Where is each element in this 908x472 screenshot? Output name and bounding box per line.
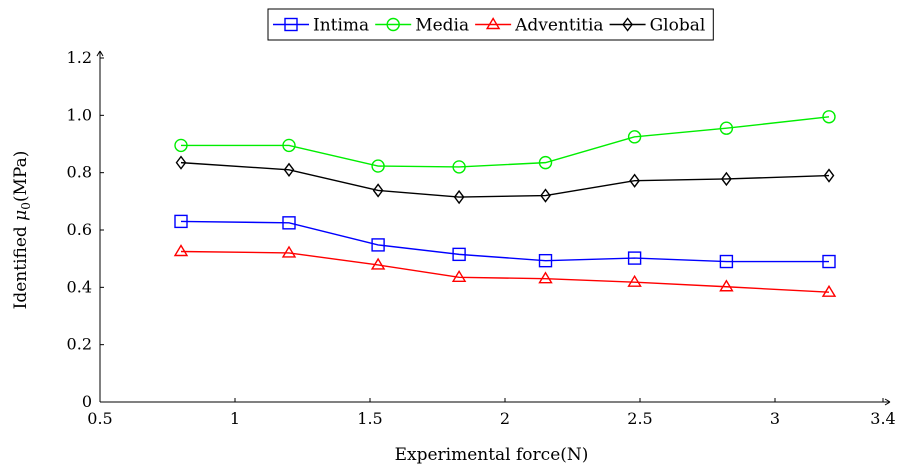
legend-marker-adventitia — [485, 17, 501, 30]
x-tick-label: 1.5 — [357, 409, 382, 428]
data-point-media — [371, 159, 385, 173]
series-line-intima — [180, 220, 829, 263]
data-point-media — [282, 138, 296, 153]
data-point-media — [627, 130, 642, 144]
series-intima — [174, 214, 836, 269]
legend-label-media: Media — [415, 16, 469, 36]
axes: 0.5 1 1.5 2 2.5 3 3.4 0 0.2 0.4 0.6 0.8 1.0 1.2 — [67, 48, 896, 428]
y-tick-label: 0.8 — [67, 163, 92, 182]
legend-marker-intima — [284, 17, 298, 32]
y-axis-label-prefix: Identified — [11, 221, 31, 310]
data-point-intima — [627, 251, 642, 265]
legend: Intima Media Adventitia Global — [267, 8, 714, 41]
y-tick-label: 0.6 — [67, 220, 92, 239]
legend-label-global: Global — [650, 16, 706, 36]
data-point-intima — [452, 247, 466, 262]
data-point-adventitia — [370, 257, 386, 270]
y-axis-label-suffix: (MPa) — [11, 151, 31, 202]
legend-label-intima: Intima — [313, 16, 369, 36]
data-point-global — [823, 168, 835, 183]
data-point-intima — [822, 254, 836, 269]
legend-marker-global — [622, 17, 633, 32]
data-point-adventitia — [627, 274, 642, 287]
series-layer — [173, 110, 837, 297]
data-point-global — [629, 173, 640, 188]
y-tick-label: 0 — [82, 392, 92, 411]
y-tick-label: 1.0 — [67, 105, 92, 124]
data-point-media — [719, 121, 734, 135]
legend-entry-media: Media — [375, 16, 469, 36]
series-line-adventitia — [180, 250, 830, 293]
y-axis-label-symbol: μ — [11, 210, 31, 221]
series-line-media — [181, 116, 830, 168]
data-point-intima — [538, 253, 553, 268]
data-point-adventitia — [451, 269, 467, 282]
data-point-global — [283, 162, 295, 177]
data-point-intima — [282, 216, 296, 230]
data-point-global — [175, 155, 187, 170]
legend-marker-media — [386, 17, 400, 32]
data-point-intima — [174, 214, 188, 229]
data-point-media — [452, 160, 466, 174]
x-tick-label: 0.5 — [87, 409, 112, 428]
legend-label-adventitia: Adventitia — [514, 16, 603, 36]
series-adventitia — [173, 244, 837, 297]
data-point-global — [453, 189, 465, 205]
x-tick-label: 2.5 — [627, 409, 652, 428]
data-point-global — [372, 183, 384, 198]
x-tick-label: 2 — [500, 409, 510, 428]
series-global — [175, 155, 835, 205]
data-point-global — [540, 188, 551, 203]
data-point-adventitia — [821, 284, 837, 297]
x-axis-label: Experimental force(N) — [395, 445, 589, 465]
y-axis-arrow — [96, 50, 104, 57]
y-tick-label: 1.2 — [67, 48, 92, 67]
data-point-adventitia — [719, 279, 734, 292]
series-media — [174, 110, 836, 174]
series-line-global — [180, 161, 830, 198]
y-tick-label: 0.2 — [67, 335, 92, 354]
data-point-media — [538, 155, 553, 170]
data-point-global — [721, 171, 732, 187]
data-point-intima — [371, 238, 385, 252]
x-axis-arrow — [884, 398, 891, 406]
y-axis-label: Identified μ0(MPa) — [11, 151, 33, 310]
legend-entry-adventitia: Adventitia — [475, 16, 604, 36]
data-point-adventitia — [173, 244, 189, 257]
data-point-intima — [719, 254, 734, 269]
x-tick-label: 1 — [230, 409, 240, 428]
y-axis-label-subscript: 0 — [19, 202, 33, 210]
data-point-media — [174, 138, 188, 153]
y-tick-label: 0.4 — [67, 277, 92, 296]
x-tick-label: 3 — [770, 409, 780, 428]
data-point-media — [822, 110, 836, 124]
data-point-adventitia — [281, 245, 297, 258]
legend-entry-intima: Intima — [273, 16, 369, 36]
data-point-adventitia — [538, 271, 553, 284]
x-tick-label: 3.4 — [870, 409, 895, 428]
legend-entry-global: Global — [609, 16, 706, 36]
